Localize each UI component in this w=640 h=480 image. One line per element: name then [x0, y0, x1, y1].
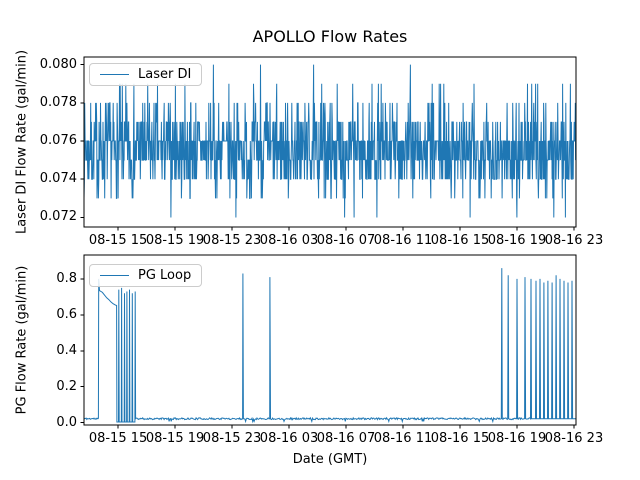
x-tick-label: 08-16 15	[430, 233, 490, 248]
x-tick-label: 08-16 23	[544, 431, 604, 446]
x-tick-label: 08-15 15	[88, 431, 148, 446]
y-tick-label: 0.078	[39, 94, 77, 110]
x-axis-label: Date (GMT)	[292, 452, 368, 467]
x-tick-label: 08-15 23	[202, 431, 262, 446]
y-tick-label: 0.072	[39, 209, 77, 225]
legend-line-icon	[100, 74, 129, 75]
x-tick-label: 08-16 19	[487, 233, 547, 248]
x-tick-label: 08-16 19	[487, 431, 547, 446]
y-tick-label: 0.074	[39, 171, 77, 187]
x-tick-label: 08-15 19	[145, 431, 205, 446]
y-tick-label: 0.4	[56, 342, 77, 358]
x-tick-label: 08-16 03	[259, 233, 319, 248]
y-tick-label: 0.2	[56, 378, 77, 394]
legend-label: PG Loop	[138, 268, 192, 283]
x-tick-label: 08-16 07	[316, 233, 376, 248]
x-tick-label: 08-15 23	[202, 233, 262, 248]
legend-pg-loop: PG Loop	[89, 264, 203, 287]
y-tick-label: 0.8	[56, 270, 77, 286]
x-tick-label: 08-16 15	[430, 431, 490, 446]
x-tick-label: 08-15 15	[88, 233, 148, 248]
y-tick-label: 0.0	[56, 414, 77, 430]
x-tick-label: 08-15 19	[145, 233, 205, 248]
x-tick-label: 08-16 11	[373, 233, 433, 248]
legend-laser-di: Laser DI	[89, 63, 203, 86]
x-tick-label: 08-16 23	[544, 233, 604, 248]
x-tick-label: 08-16 11	[373, 431, 433, 446]
legend-label: Laser DI	[138, 67, 192, 82]
y-tick-label: 0.080	[39, 56, 77, 72]
figure-title: APOLLO Flow Rates	[252, 27, 408, 46]
legend-line-icon	[100, 275, 129, 276]
x-tick-label: 08-16 03	[259, 431, 319, 446]
y-tick-label: 0.076	[39, 133, 77, 149]
x-tick-label: 08-16 07	[316, 431, 376, 446]
y-tick-label: 0.6	[56, 306, 77, 322]
